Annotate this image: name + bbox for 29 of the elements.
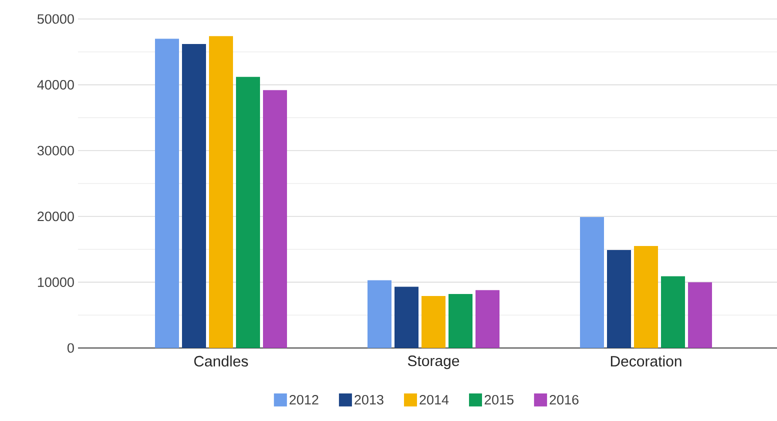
legend-label: 2015	[484, 394, 514, 405]
legend-label: 2016	[550, 394, 578, 405]
bar	[688, 282, 712, 348]
y-tick-label: 10000	[38, 277, 74, 287]
x-tick-label: Storage	[408, 356, 460, 370]
bar	[155, 38, 179, 348]
bar	[368, 280, 392, 348]
y-tick-label: 20000	[38, 212, 74, 222]
x-tick-label: Candles	[194, 356, 248, 367]
bar	[607, 250, 632, 348]
bar	[209, 36, 234, 348]
y-tick-label: 40000	[37, 80, 74, 90]
bar	[580, 217, 604, 348]
bar	[634, 246, 658, 348]
legend-label: 2014	[420, 394, 449, 405]
bar	[476, 290, 500, 348]
y-tick-label: 50000	[37, 14, 74, 24]
bar	[182, 44, 206, 348]
bar	[422, 296, 446, 348]
bar	[236, 76, 260, 348]
bar	[394, 286, 419, 348]
x-tick-label: Decoration	[610, 356, 682, 367]
legend-label: 2012	[290, 394, 318, 405]
y-tick-label: 30000	[37, 146, 74, 156]
y-tick-label: 0	[67, 343, 74, 353]
bar	[661, 276, 686, 348]
bar	[263, 90, 287, 348]
bar	[448, 294, 472, 348]
legend-label: 2013	[354, 394, 384, 405]
